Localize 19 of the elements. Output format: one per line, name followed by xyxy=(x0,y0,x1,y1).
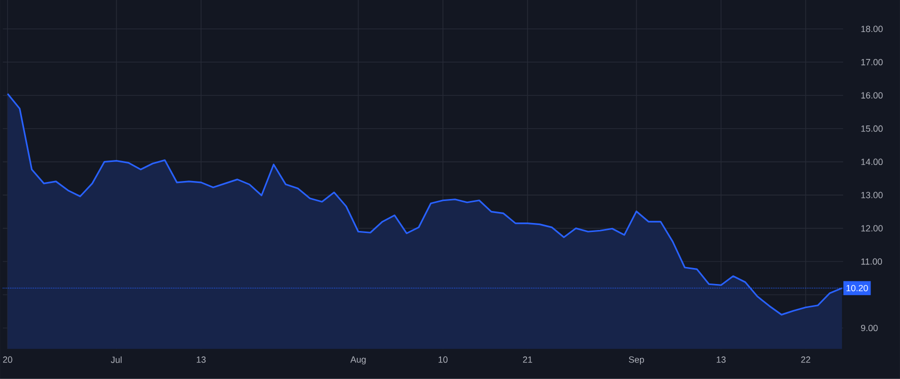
x-tick-label: Sep xyxy=(628,356,644,365)
y-tick-label: 16.00 xyxy=(861,92,883,99)
y-tick-label: 17.00 xyxy=(861,59,883,66)
x-tick-label: Aug xyxy=(350,356,366,364)
y-tick-label: 13.00 xyxy=(861,192,883,198)
y-tick-label: 15.00 xyxy=(861,126,883,132)
x-tick-label: 21 xyxy=(523,356,532,363)
x-tick-label: 13 xyxy=(196,356,206,363)
x-tick-label: 22 xyxy=(801,356,810,363)
x-tick-label: Jul xyxy=(110,356,122,364)
y-tick-label: 11.00 xyxy=(861,258,882,265)
x-tick-label: 13 xyxy=(716,356,726,363)
y-tick-label: 12.00 xyxy=(861,225,883,232)
ref-line-label: 10.20 xyxy=(846,285,868,292)
y-tick-label: 18.00 xyxy=(861,26,883,32)
x-tick-label: 10 xyxy=(438,356,448,363)
y-tick-label: 9.00 xyxy=(861,324,878,332)
y-tick-label: 14.00 xyxy=(861,158,883,166)
x-tick-label: 20 xyxy=(3,356,12,363)
